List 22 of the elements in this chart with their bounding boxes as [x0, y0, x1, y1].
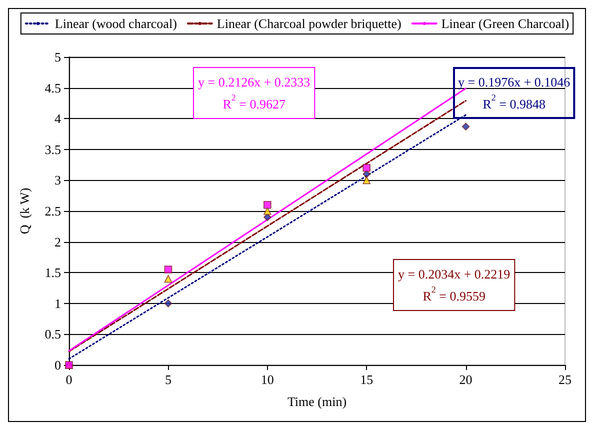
x-tick-label: 25 [558, 372, 572, 387]
x-tick-label: 5 [164, 372, 172, 387]
x-tick-label: 20 [459, 372, 472, 387]
x-axis-title: Time (min) [287, 394, 347, 409]
legend-label: Linear (Green Charcoal) [441, 16, 570, 31]
y-tick-label: 1.5 [44, 265, 61, 280]
y-tick-label: 2.5 [44, 204, 61, 218]
y-tick-label: 2 [54, 234, 61, 250]
y-tick-label: 0 [54, 358, 61, 372]
y-tick-label: 1 [54, 296, 61, 311]
y-tick-label: 5 [54, 50, 61, 64]
legend-label: Linear (wood charcoal) [54, 16, 177, 31]
y-tick-label: 3.5 [44, 142, 61, 157]
legend-label: Linear (Charcoal powder briquette) [216, 16, 402, 31]
y-tick-label: 0.5 [44, 326, 61, 342]
y-axis-title: Q (k W) [17, 188, 32, 234]
y-tick-label: 4.5 [44, 80, 61, 96]
y-tick-label: 4 [54, 111, 62, 126]
x-tick-label: 0 [66, 372, 72, 387]
x-tick-label: 10 [260, 372, 274, 387]
x-tick-label: 15 [360, 372, 374, 387]
y-tick-label: 3 [54, 172, 61, 188]
